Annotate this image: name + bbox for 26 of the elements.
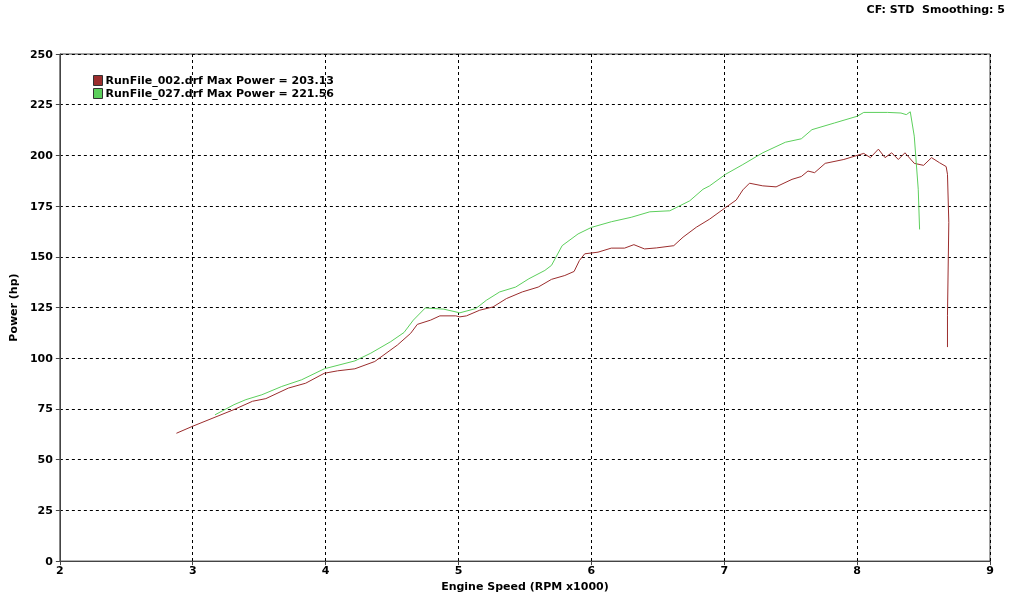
y-tick-label: 175 — [29, 199, 53, 213]
y-tick-label: 225 — [29, 98, 53, 112]
y-tick-label: 250 — [29, 47, 54, 61]
x-tick-label: 3 — [188, 564, 197, 578]
x-axis-title: Engine Speed (RPM x1000) — [441, 580, 609, 593]
line-series — [176, 148, 950, 434]
y-tick-label: 25 — [37, 503, 53, 517]
legend-label: RunFile_027.drf Max Power = 221.56 — [105, 87, 335, 100]
y-tick-label: 0 — [45, 554, 54, 568]
legend-label: RunFile_002.drf Max Power = 203.13 — [105, 74, 334, 87]
x-tick-label: 6 — [587, 564, 596, 578]
y-tick-label: 100 — [29, 351, 54, 365]
x-tick-label: 7 — [720, 564, 729, 578]
x-tick-label: 9 — [986, 564, 994, 578]
y-tick-label: 200 — [29, 148, 54, 162]
x-tick-label: 4 — [321, 564, 330, 578]
x-tick-label: 8 — [853, 564, 861, 578]
text: CF: STD Smoothing: 5 — [866, 3, 1006, 16]
y-tick-label: 75 — [37, 402, 53, 416]
y-tick-label: 125 — [29, 301, 53, 315]
line-series — [214, 111, 921, 416]
y-tick-label: 150 — [29, 250, 54, 264]
x-tick-label: 5 — [454, 564, 463, 578]
x-tick-label: 2 — [56, 564, 64, 578]
y-axis-title: Power (hp) — [7, 273, 20, 342]
y-tick-label: 50 — [37, 453, 54, 467]
